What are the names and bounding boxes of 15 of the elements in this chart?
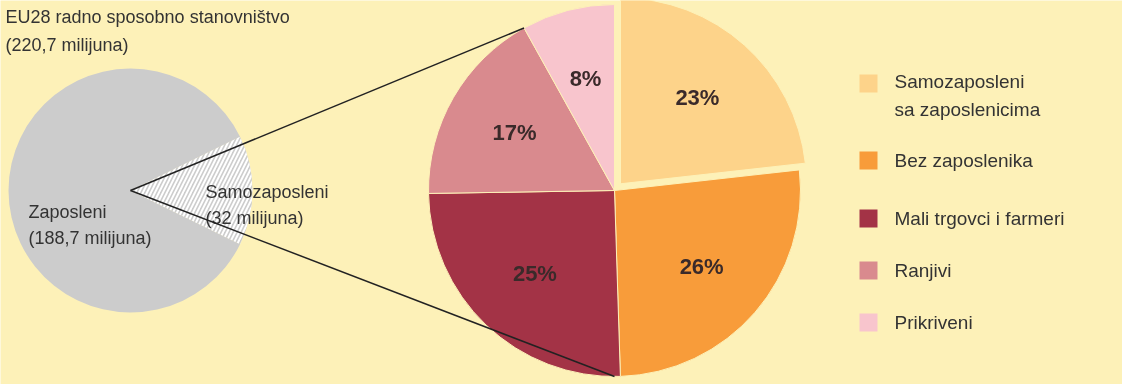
chart-title: EU28 radno sposobno stanovništvo (220,7 milijuna): [5, 6, 290, 55]
data-label: 17%: [492, 120, 537, 146]
legend-label: Mali trgovci i farmeri: [894, 208, 1065, 229]
slice-label: Samozaposleni: [205, 181, 329, 202]
legend-label: Bez zaposlenika: [894, 150, 1034, 171]
data-label: 8%: [569, 66, 602, 92]
data-label: 26%: [679, 253, 724, 279]
legend-label: Samozaposleni sa zaposlenicima: [894, 71, 1041, 120]
data-label: 25%: [512, 261, 557, 287]
legend-label: Ranjivi: [894, 260, 952, 281]
slice-label: Zaposleni: [28, 201, 107, 222]
legend-label: Prikriveni: [894, 312, 973, 333]
data-label: (32 milijuna): [205, 207, 304, 228]
data-label: 23%: [675, 85, 720, 111]
data-label: (188,7 milijuna): [28, 227, 152, 248]
